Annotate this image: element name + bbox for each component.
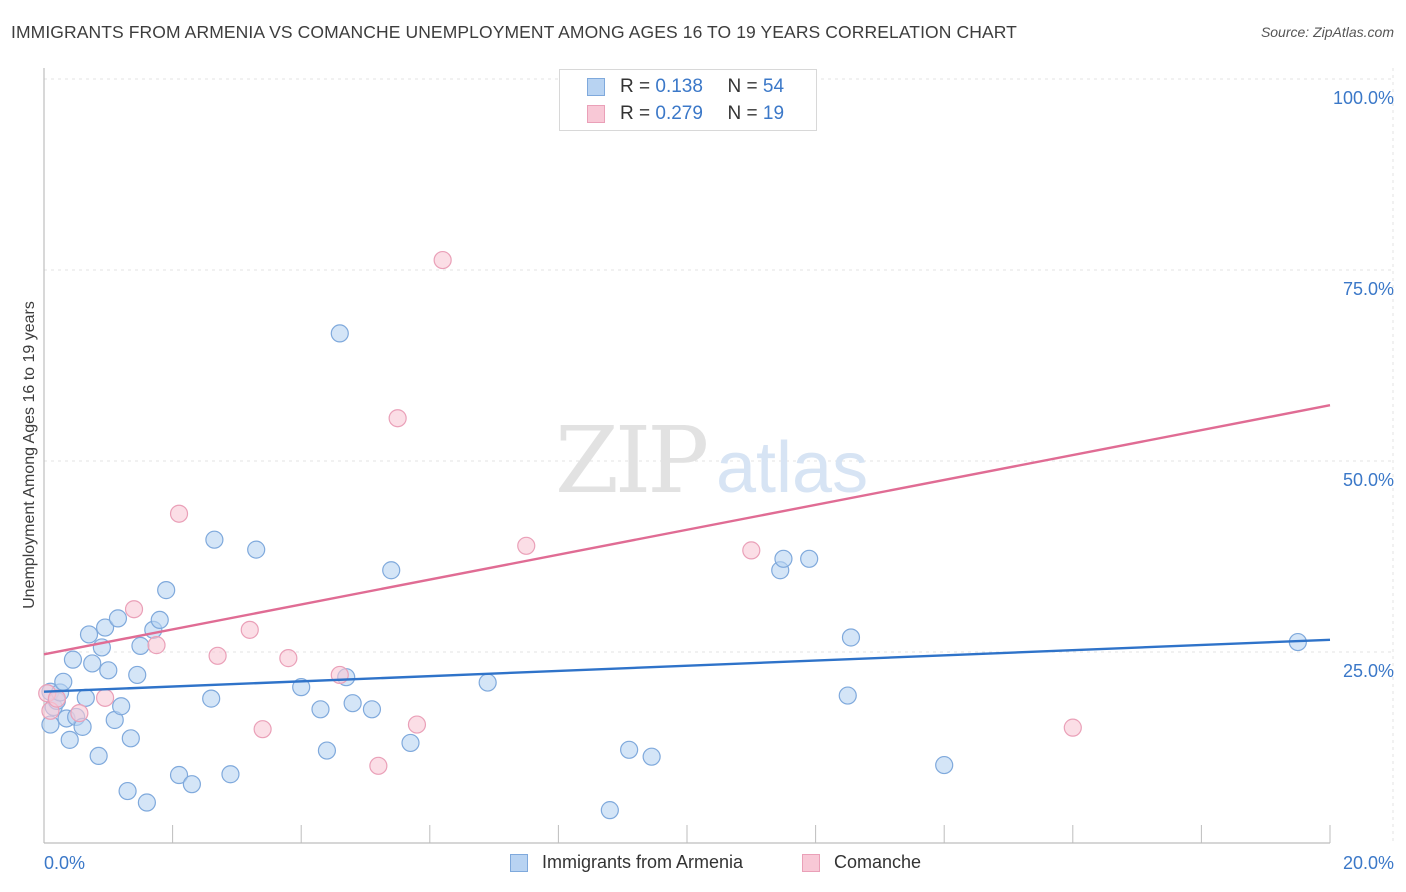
y-tick-label: 75.0% [1343,279,1394,299]
data-point-comanche [407,715,427,734]
watermark: ZIP atlas [555,407,868,514]
gridlines [44,68,1395,843]
bottom-legend-swatch-comanche [802,854,820,872]
data-point-comanche [388,409,407,428]
data-point-armenia [83,654,102,673]
data-point-armenia [182,775,201,794]
data-point-armenia [137,793,156,812]
trend-line-armenia [43,638,1331,693]
data-point-armenia [774,549,793,568]
data-point-comanche [1063,718,1082,737]
data-points [38,69,1307,820]
data-point-armenia [112,697,131,716]
tick-labels: 25.0% 50.0% 75.0% 100.0% 0.0% 20.0% [44,88,1394,873]
data-point-comanche [47,689,66,708]
data-point-armenia [642,747,661,766]
x-tick-label: 20.0% [1343,853,1394,873]
data-point-armenia [401,733,420,753]
watermark-zip: ZIP [555,407,706,514]
data-point-comanche [147,636,166,655]
legend-n-value-comanche: 19 [762,103,785,124]
data-point-armenia [292,678,311,697]
data-point-armenia [60,730,79,749]
data-point-armenia [79,625,99,644]
chart-title: IMMIGRANTS FROM ARMENIA VS COMANCHE UNEM… [11,22,1017,42]
data-point-armenia [841,628,861,647]
legend-swatch-armenia [587,78,605,96]
data-point-comanche [70,704,89,723]
data-point-comanche [742,541,761,560]
x-tick-label: 0.0% [44,853,85,873]
trend-lines [43,404,1331,693]
legend-r-label: R = [620,103,651,124]
data-point-comanche [279,649,298,668]
legend-swatch-comanche [587,105,605,123]
data-point-armenia [121,729,140,748]
data-point-comanche [208,646,227,665]
data-point-armenia [362,700,382,719]
data-point-armenia [343,694,362,713]
source-label: Source: ZipAtlas.com [1260,24,1394,40]
bottom-legend-label-comanche: Comanche [834,852,922,872]
data-point-armenia [620,740,639,759]
data-point-armenia [63,650,83,669]
data-point-armenia [150,610,169,630]
data-point-comanche [369,756,388,775]
data-point-comanche [124,600,144,619]
data-point-armenia [247,540,266,559]
data-point-comanche [517,536,536,555]
data-point-armenia [478,673,497,692]
y-tick-label: 25.0% [1343,661,1394,681]
bottom-legend-swatch-armenia [510,854,528,872]
bottom-legend-label-armenia: Immigrants from Armenia [542,852,744,872]
data-point-comanche [240,620,259,639]
data-point-armenia [54,672,73,691]
data-point-comanche [95,688,115,707]
data-point-armenia [95,618,115,637]
data-point-comanche [169,504,189,523]
data-point-armenia [108,609,128,628]
data-point-armenia [382,561,401,580]
legend-n-label: N = [727,76,758,97]
data-point-comanche [253,720,272,739]
legend-n-value-armenia: 54 [762,76,785,97]
y-axis-label: Unemployment Among Ages 16 to 19 years [21,301,38,609]
data-point-armenia [118,781,137,801]
correlation-legend: R = 0.138 N = 54 R = 0.279 N = 19 [559,69,817,131]
data-point-armenia [330,324,349,343]
data-point-armenia [76,688,95,707]
trend-line-comanche [43,404,1331,656]
data-point-armenia [221,765,240,784]
y-tick-label: 100.0% [1333,88,1394,108]
data-point-armenia [800,549,819,568]
data-point-armenia [157,581,176,600]
data-point-armenia [89,746,108,766]
data-point-armenia [600,801,619,820]
data-point-armenia [317,741,337,760]
data-point-armenia [838,686,857,705]
data-point-armenia [202,689,221,708]
data-point-comanche [433,250,452,270]
data-point-armenia [169,765,189,785]
data-point-armenia [131,636,150,655]
data-point-armenia [128,665,147,685]
data-point-armenia [99,661,118,680]
watermark-atlas: atlas [716,428,868,508]
legend-r-value-comanche: 0.279 [655,103,703,124]
data-point-armenia [935,755,954,775]
legend-n-label: N = [727,103,758,124]
data-point-armenia [311,700,330,719]
data-point-armenia [205,530,224,549]
legend-r-label: R = [620,76,651,97]
y-tick-label: 50.0% [1343,470,1394,490]
legend-r-value-armenia: 0.138 [655,76,703,97]
